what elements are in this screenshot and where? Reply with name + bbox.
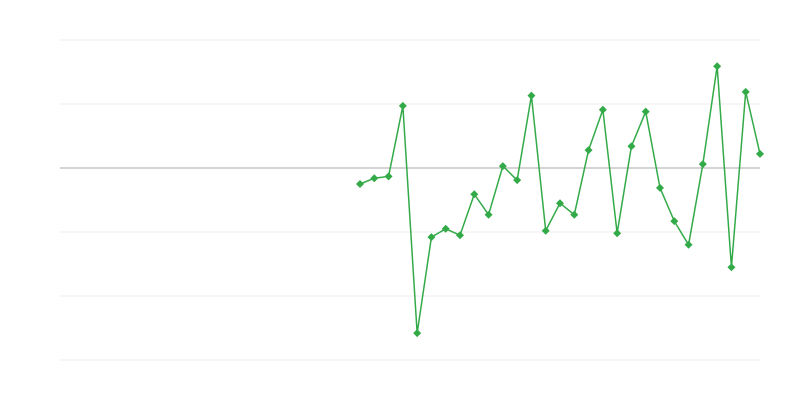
data-point — [527, 91, 536, 100]
data-point — [598, 105, 607, 114]
data-point — [470, 190, 479, 199]
data-point — [713, 62, 722, 71]
data-point — [641, 107, 650, 116]
data-point — [441, 224, 450, 233]
data-point — [727, 263, 736, 272]
data-point — [756, 149, 764, 158]
data-point — [356, 180, 364, 188]
data-point — [570, 210, 579, 219]
data-point — [741, 87, 750, 96]
data-point — [498, 162, 507, 171]
data-point — [613, 229, 622, 238]
data-point — [584, 146, 593, 155]
data-point — [556, 199, 564, 208]
data-point — [398, 101, 407, 110]
data-point — [684, 240, 693, 249]
data-point — [656, 183, 664, 192]
data-point — [513, 176, 522, 185]
data-point — [413, 329, 422, 338]
data-point — [541, 226, 550, 235]
data-point — [384, 172, 393, 181]
data-point — [627, 142, 636, 151]
data-point — [427, 233, 436, 242]
data-point — [370, 174, 379, 183]
data-point — [456, 231, 464, 240]
data-point — [484, 210, 493, 219]
data-point — [698, 160, 707, 169]
data-point — [670, 217, 679, 226]
